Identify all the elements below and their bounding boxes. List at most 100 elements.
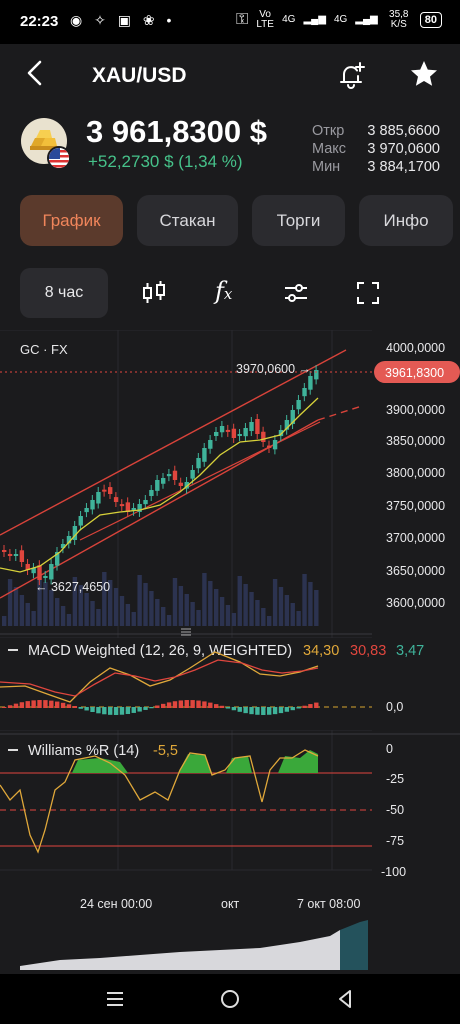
macd-histogram-bar (184, 700, 189, 708)
candle-body (43, 576, 48, 578)
candle-body (25, 563, 30, 570)
indicators-fx-icon[interactable]: fx (215, 277, 233, 305)
candle-body (219, 426, 225, 433)
macd-histogram-bar (155, 705, 160, 708)
candlestick-type-icon[interactable] (141, 280, 167, 306)
macd-histogram-bar (125, 707, 131, 715)
macd-histogram-bar (225, 707, 231, 709)
macd-pane (0, 638, 460, 730)
macd-histogram-bar (43, 700, 48, 708)
macd-histogram-bar (267, 707, 272, 715)
y-tick: 3700,0000 (386, 531, 445, 545)
macd-histogram-bar (237, 707, 242, 712)
volume-bar (278, 587, 284, 626)
williams-line (0, 749, 319, 854)
macd-histogram-bar (78, 707, 83, 709)
volume-bar (219, 597, 225, 626)
candle-body (49, 564, 54, 580)
recent-apps-icon[interactable] (104, 988, 126, 1010)
macd-histogram-bar (66, 704, 72, 708)
volume-bar (190, 602, 195, 626)
price-change: +52,2730 $ (1,34 %) (88, 152, 243, 171)
tab-trades[interactable]: Торги (252, 195, 345, 246)
home-icon[interactable] (218, 987, 242, 1011)
candle-body (7, 553, 13, 556)
macd-histogram-bar (72, 706, 78, 708)
macd-histogram (2, 700, 319, 715)
volume-bar (214, 589, 219, 626)
macd-histogram-bar (108, 707, 113, 715)
volume-bar (272, 579, 278, 626)
macd-histogram-bar (196, 700, 201, 708)
candle-body (249, 422, 254, 432)
volume-bar (49, 590, 54, 626)
candle-body (131, 508, 136, 511)
tab-order-book[interactable]: Стакан (137, 195, 238, 246)
volume-bar (25, 603, 30, 626)
macd-histogram-bar (60, 702, 66, 708)
us-flag-icon (47, 146, 71, 170)
y-tick: 3850,0000 (386, 434, 445, 448)
macd-histogram-bar (161, 703, 166, 708)
macd-histogram-bar (272, 707, 278, 715)
volume-bar (55, 598, 60, 626)
candle-body (272, 440, 278, 450)
add-alert-bell-icon[interactable] (336, 60, 366, 90)
y-tick: 3600,0000 (386, 596, 445, 610)
chart-navigator[interactable] (20, 920, 368, 970)
macd-histogram-bar (84, 707, 89, 711)
price-chart[interactable]: GC · FX 3970,0600 → ← 3627,4650 4000,000… (0, 330, 460, 970)
fullscreen-icon[interactable] (355, 280, 381, 306)
current-price-tag: 3961,8300 (385, 366, 444, 380)
volume-bar (137, 575, 142, 626)
volume-bar (243, 584, 248, 626)
section-tabs: График Стакан Торги Инфо (20, 195, 453, 246)
candle-body (78, 516, 83, 526)
x-tick: окт (221, 897, 240, 911)
volume-bar (7, 579, 13, 626)
candle-body (90, 500, 95, 510)
macd-histogram-bar (202, 701, 207, 708)
back-arrow-icon[interactable] (22, 58, 48, 88)
candle-body (184, 482, 189, 489)
volume-bar (249, 592, 254, 626)
favorite-star-icon[interactable] (408, 58, 440, 90)
price-stats: Откр 3 885,6600 Макс 3 970,0600 Мин 3 884,1… (312, 122, 440, 176)
volume-bar (155, 599, 160, 626)
tab-info[interactable]: Инфо (359, 195, 453, 246)
volume-bar (13, 587, 19, 626)
macd-histogram-bar (49, 700, 54, 708)
tab-chart[interactable]: График (20, 195, 123, 246)
wr-tick: -75 (386, 834, 404, 848)
candle-body (2, 550, 7, 552)
y-tick: 3800,0000 (386, 466, 445, 480)
volume-bar (196, 610, 201, 626)
candle-body (113, 497, 119, 502)
volume-bar (37, 574, 42, 626)
status-right: ⚿ Vo LTE 4G ▂▄▆ 4G ▂▄▆ 35,8 K/S 80 (236, 10, 442, 30)
macd-histogram-bar (102, 707, 107, 715)
candle-body (255, 419, 260, 434)
system-back-icon[interactable] (334, 987, 356, 1011)
collapse-macd-icon[interactable] (8, 649, 18, 651)
timeframe-button[interactable]: 8 час (20, 268, 108, 318)
candle-body (214, 432, 219, 437)
x-axis: 24 сен 00:00 окт 7 окт 08:00 (80, 897, 361, 911)
signal-icon: ▂▄▆ (303, 14, 326, 25)
wr-tick: 0 (386, 742, 393, 756)
volume-bar (231, 613, 237, 626)
candle-body (125, 502, 131, 512)
macd-histogram-bar (219, 705, 225, 708)
collapse-williams-icon[interactable] (8, 749, 18, 751)
candle-body (190, 470, 195, 479)
candle-body (302, 388, 307, 397)
volume-bar (302, 574, 307, 626)
speed-label: 35,8 K/S (389, 9, 409, 30)
volume-bar (208, 581, 213, 626)
macd-histogram-bar (166, 702, 172, 708)
pane-resize-handle[interactable] (0, 628, 372, 636)
candlesticks (2, 365, 319, 585)
volume-bar (255, 600, 260, 626)
settings-sliders-icon[interactable] (283, 280, 309, 306)
candle-body (72, 526, 78, 540)
